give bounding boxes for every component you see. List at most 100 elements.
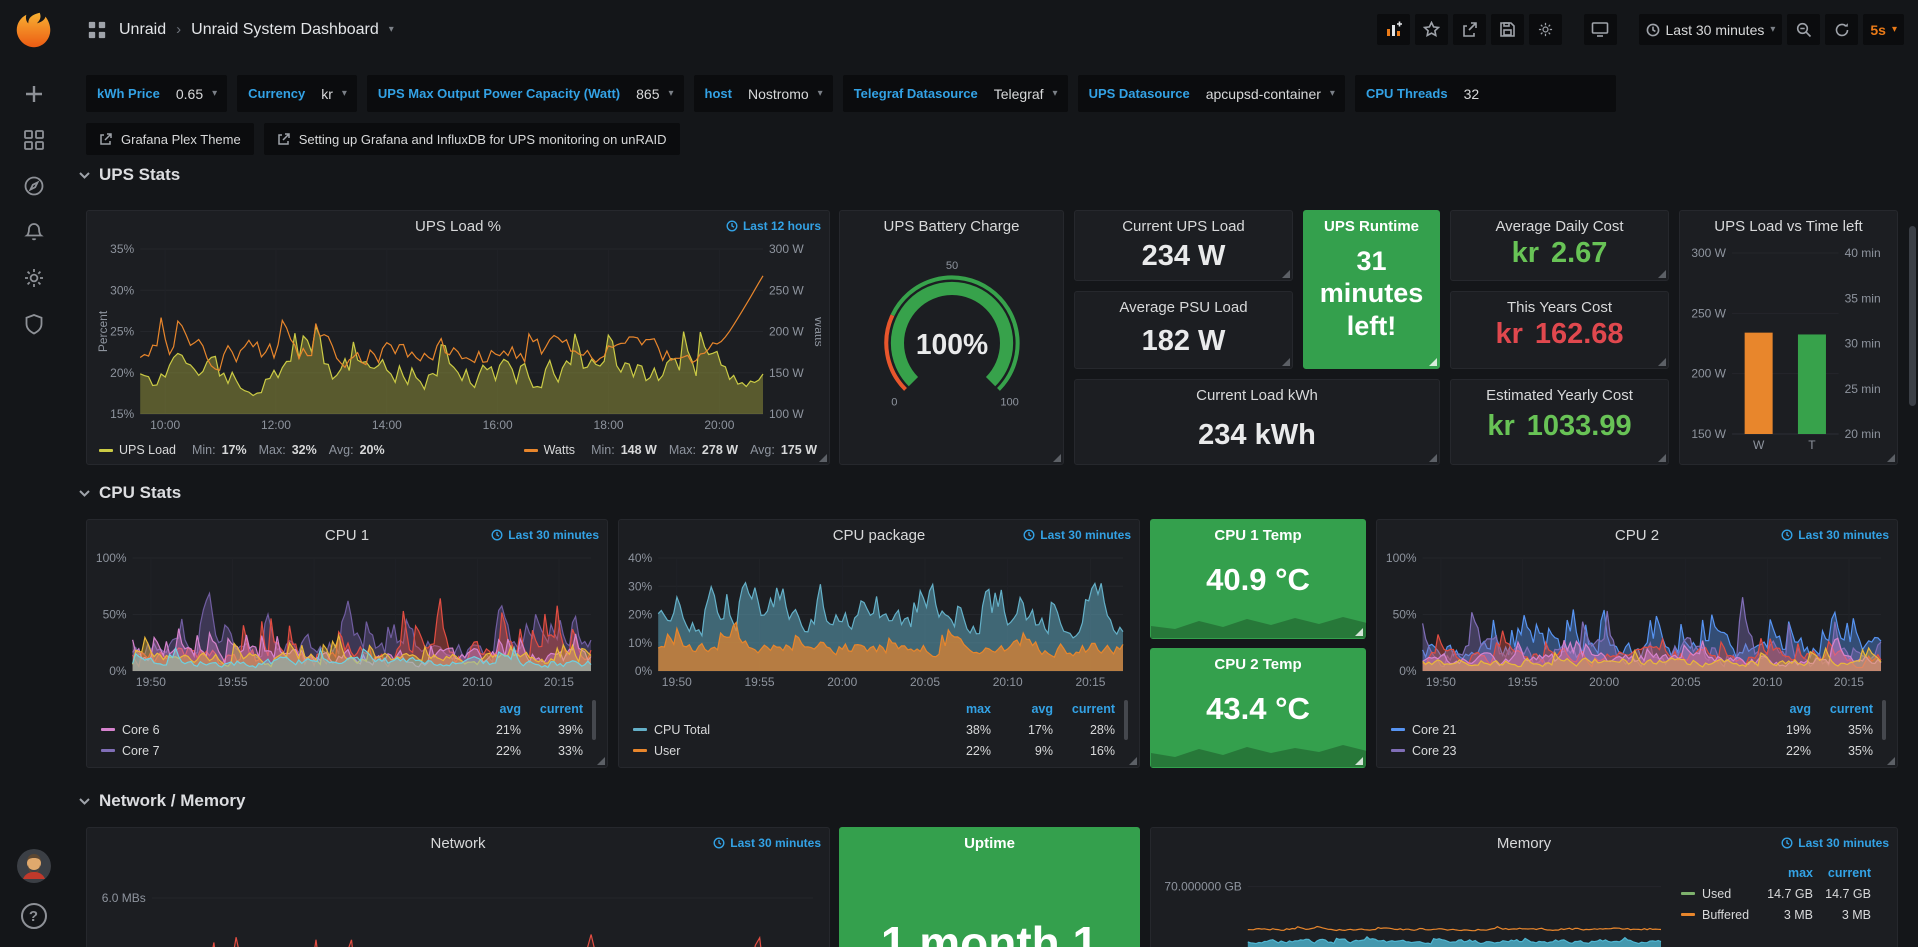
dashboards-icon[interactable] (22, 128, 46, 152)
panel-title[interactable]: Uptime (964, 835, 1015, 852)
panel-time-range-badge[interactable]: Last 30 minutes (1023, 528, 1131, 542)
alerting-bell-icon[interactable] (22, 220, 46, 244)
section-title: UPS Stats (99, 165, 181, 184)
panel-title[interactable]: CPU 1 (324, 527, 370, 544)
explore-icon[interactable] (22, 174, 46, 198)
svg-text:14:00: 14:00 (372, 418, 402, 432)
legend-row[interactable]: Core 21 19% 35% (1385, 719, 1889, 740)
link-ups-monitoring-guide[interactable]: Setting up Grafana and InfluxDB for UPS … (263, 123, 680, 155)
cpu2-chart[interactable]: 100% 50% 0% 19:50 19:55 20:00 20:05 20:10 20:15 (1385, 551, 1889, 691)
legend-row[interactable]: User 22% 9% 16% (627, 740, 1131, 761)
legend-scrollbar[interactable] (592, 700, 596, 740)
share-dashboard-button[interactable] (1452, 14, 1486, 45)
dashboard-settings-button[interactable] (1528, 14, 1562, 45)
link-grafana-plex-theme[interactable]: Grafana Plex Theme (86, 123, 254, 155)
cpu1-chart[interactable]: 100% 50% 0% 19:50 19:55 20:00 20:05 20:10 20:15 (95, 551, 599, 691)
add-panel-button[interactable] (1376, 14, 1410, 45)
time-range-picker[interactable]: Last 30 minutes ▾ (1638, 14, 1783, 45)
refresh-button[interactable] (1825, 14, 1859, 45)
cpu-threads-input[interactable]: 32 (1463, 85, 1480, 102)
star-dashboard-button[interactable] (1414, 14, 1448, 45)
legend-header-avg[interactable]: avg (499, 701, 521, 716)
variable-host[interactable]: host Nostromo ▾ (693, 75, 833, 112)
configuration-gear-icon[interactable] (22, 266, 46, 290)
legend-row[interactable]: CPU Total 38% 17% 28% (627, 719, 1131, 740)
panel-title[interactable]: Current Load kWh (1196, 387, 1318, 404)
panel-title[interactable]: UPS Load % (415, 218, 501, 235)
ups-load-chart[interactable]: 35% 30% 25% 20% 15% Percent 300 W 250 W 200 W 150… (95, 242, 826, 434)
admin-shield-icon[interactable] (22, 312, 46, 336)
panel-title[interactable]: Network (430, 835, 486, 852)
refresh-interval-dropdown[interactable]: 5s ▾ (1863, 14, 1904, 45)
legend-header-row: avg current (95, 698, 599, 719)
section-header-cpu-stats[interactable]: CPU Stats (79, 483, 181, 503)
variable-value: 0.65 (175, 85, 204, 102)
panel-title[interactable]: UPS Load vs Time left (1714, 218, 1863, 235)
section-header-network-memory[interactable]: Network / Memory (79, 791, 245, 811)
legend-row[interactable]: Buffered 3 MB 3 MB (1675, 904, 1887, 925)
tv-mode-button[interactable] (1583, 14, 1617, 45)
legend-row[interactable]: Core 23 22% 35% (1385, 740, 1889, 761)
panel-title[interactable]: Current UPS Load (1122, 218, 1245, 235)
panel-time-range-badge[interactable]: Last 30 minutes (713, 836, 821, 850)
variable-ups-datasource[interactable]: UPS Datasource apcupsd-container ▾ (1077, 75, 1345, 112)
legend-item-ups-load[interactable]: UPS Load Min: 17% Max: 32% Avg: 20% (99, 443, 385, 457)
panel-title[interactable]: This Years Cost (1506, 299, 1613, 316)
panel-title[interactable]: CPU 1 Temp (1214, 527, 1302, 544)
legend-header-current[interactable]: current (1827, 865, 1871, 880)
help-icon[interactable]: ? (20, 903, 47, 929)
panel-time-range-badge[interactable]: Last 30 minutes (491, 528, 599, 542)
svg-text:35%: 35% (110, 243, 134, 256)
panel-title[interactable]: Average Daily Cost (1495, 218, 1624, 235)
battery-gauge[interactable]: 0 50 100 100% (840, 247, 1063, 439)
variable-telegraf-datasource[interactable]: Telegraf Datasource Telegraf ▾ (842, 75, 1068, 112)
stat-value: 182 W (1141, 324, 1226, 357)
panel-time-range-badge[interactable]: Last 12 hours (726, 219, 821, 233)
breadcrumb-dashboard-title[interactable]: Unraid System Dashboard (191, 20, 379, 38)
variable-ups-max-output[interactable]: UPS Max Output Power Capacity (Watt) 865 ▾ (366, 75, 684, 112)
panel-network: Network Last 30 minutes 6.0 MBs4.0 MBs2.… (86, 827, 830, 947)
panel-title[interactable]: Average PSU Load (1119, 299, 1248, 316)
panel-time-range-badge[interactable]: Last 30 minutes (1781, 836, 1889, 850)
save-dashboard-button[interactable] (1490, 14, 1524, 45)
panel-title[interactable]: Estimated Yearly Cost (1486, 387, 1633, 404)
page-scrollbar[interactable] (1909, 226, 1916, 406)
legend-scrollbar[interactable] (1882, 700, 1886, 740)
cpu-package-chart[interactable]: 40% 30% 20% 10% 0% 19:50 19:55 20:00 20:05 20:10 2… (627, 551, 1131, 691)
legend-row[interactable]: Used 14.7 GB 14.7 GB (1675, 883, 1887, 904)
panel-title[interactable]: CPU 2 Temp (1214, 656, 1302, 673)
zoom-out-time-button[interactable] (1787, 14, 1821, 45)
legend-header-max[interactable]: max (1787, 865, 1813, 880)
legend-header-avg[interactable]: avg (1031, 701, 1053, 716)
legend-header-avg[interactable]: avg (1789, 701, 1811, 716)
variable-cpu-threads[interactable]: CPU Threads 32 (1354, 75, 1616, 112)
legend-scrollbar[interactable] (1124, 700, 1128, 740)
legend-header-current[interactable]: current (1071, 701, 1115, 716)
legend-header-current[interactable]: current (539, 701, 583, 716)
panel-title[interactable]: UPS Runtime (1323, 218, 1419, 235)
series-color-mark (101, 728, 115, 731)
create-icon[interactable] (22, 82, 46, 106)
svg-text:T: T (1808, 438, 1816, 452)
panel-time-range-badge[interactable]: Last 30 minutes (1781, 528, 1889, 542)
panel-title[interactable]: UPS Battery Charge (883, 218, 1020, 235)
panel-title[interactable]: Memory (1496, 835, 1552, 852)
section-header-ups-stats[interactable]: UPS Stats (79, 165, 180, 185)
variable-kwh-price[interactable]: kWh Price 0.65 ▾ (86, 75, 228, 112)
grafana-logo[interactable] (11, 8, 57, 54)
legend-row[interactable]: Core 6 21% 39% (95, 719, 599, 740)
ups-load-vs-time-chart[interactable]: 300 W 250 W 200 W 150 W 40 min 35 min 30 min 25… (1688, 246, 1889, 454)
legend-item-watts[interactable]: Watts Min: 148 W Max: 278 W Avg: 175 W (523, 443, 817, 457)
dashboard-dropdown-caret-icon[interactable]: ▾ (388, 24, 394, 35)
variable-currency[interactable]: Currency kr ▾ (237, 75, 357, 112)
user-avatar[interactable] (16, 849, 51, 883)
legend-row[interactable]: Core 7 22% 33% (95, 740, 599, 761)
panel-title[interactable]: CPU 2 (1614, 527, 1660, 544)
dashboard-grid-icon[interactable] (85, 18, 109, 42)
panel-title[interactable]: CPU package (832, 527, 926, 544)
breadcrumb-app[interactable]: Unraid (119, 20, 167, 38)
legend-header-max[interactable]: max (965, 701, 991, 716)
network-chart[interactable]: 6.0 MBs4.0 MBs2.0 MBs (95, 860, 821, 947)
legend-header-current[interactable]: current (1829, 701, 1873, 716)
memory-chart[interactable]: 70.000000 GB60.000000 GB50.000000 GB (1159, 860, 1669, 947)
